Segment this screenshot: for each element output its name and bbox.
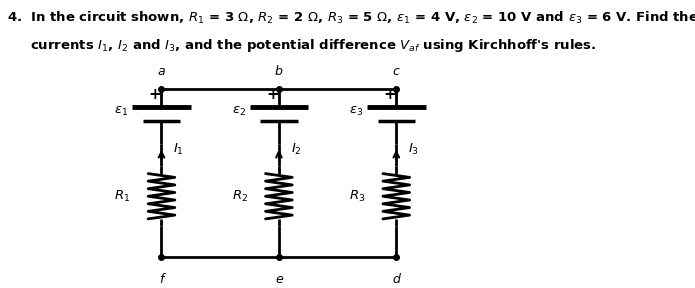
Text: f: f [159, 273, 163, 286]
Text: $R_1$: $R_1$ [114, 189, 131, 204]
Text: $\varepsilon_3$: $\varepsilon_3$ [349, 105, 363, 118]
Text: $\varepsilon_1$: $\varepsilon_1$ [114, 105, 129, 118]
Text: currents $I_1$, $I_2$ and $I_3$, and the potential difference $V_{af}$ using Kir: currents $I_1$, $I_2$ and $I_3$, and the… [7, 37, 596, 54]
Text: 4.  In the circuit shown, $R_1$ = 3 $\Omega$, $R_2$ = 2 $\Omega$, $R_3$ = 5 $\Om: 4. In the circuit shown, $R_1$ = 3 $\Ome… [7, 10, 695, 26]
Text: c: c [393, 65, 400, 78]
Text: $\varepsilon_2$: $\varepsilon_2$ [231, 105, 246, 118]
Text: $I_3$: $I_3$ [408, 142, 419, 157]
Text: $R_3$: $R_3$ [349, 189, 366, 204]
Text: b: b [275, 65, 283, 78]
Text: +: + [266, 87, 279, 102]
Text: d: d [393, 273, 400, 286]
Text: $I_1$: $I_1$ [173, 142, 184, 157]
Text: e: e [275, 273, 283, 286]
Text: $I_2$: $I_2$ [291, 142, 302, 157]
Text: $R_2$: $R_2$ [232, 189, 248, 204]
Text: a: a [158, 65, 165, 78]
Text: +: + [384, 87, 396, 102]
Text: +: + [149, 87, 161, 102]
